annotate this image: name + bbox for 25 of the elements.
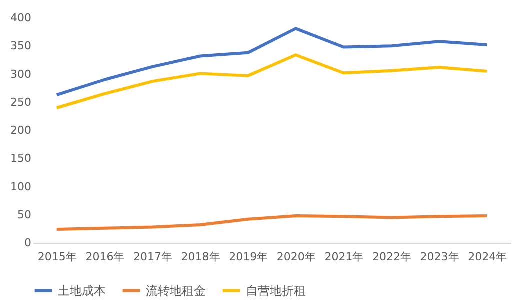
y-tick-label: 400 — [10, 12, 32, 24]
y-tick-label: 350 — [10, 40, 32, 53]
x-tick-label: 2016年 — [86, 250, 125, 264]
x-tick-label: 2024年 — [468, 250, 508, 264]
x-tick-label: 2022年 — [372, 250, 412, 264]
y-tick-label: 250 — [10, 96, 32, 109]
y-tick-label: 50 — [18, 208, 32, 222]
legend-label: 土地成本 — [58, 284, 106, 298]
x-tick-label: 2019年 — [229, 250, 268, 264]
x-tick-label: 2018年 — [181, 250, 220, 264]
x-tick-label: 2015年 — [38, 250, 77, 264]
x-tick-label: 2017年 — [134, 250, 172, 264]
y-tick-label: 300 — [10, 68, 32, 81]
line-series — [55, 27, 489, 97]
x-tick-label: 2023年 — [420, 250, 460, 264]
x-tick-label: 2021年 — [324, 250, 364, 264]
y-tick-label: 100 — [10, 180, 32, 194]
line-series — [55, 54, 489, 110]
y-tick-label: 0 — [24, 236, 32, 250]
legend-label: 流转地租金 — [146, 284, 206, 298]
y-tick-label: 150 — [10, 152, 32, 166]
legend-label: 自营地折租 — [246, 284, 306, 298]
y-tick-label: 200 — [10, 124, 32, 137]
x-tick-label: 2020年 — [276, 250, 316, 264]
line-series — [55, 214, 489, 231]
